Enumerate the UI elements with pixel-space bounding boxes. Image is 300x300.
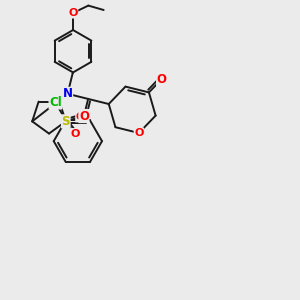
Text: O: O [79,110,89,123]
Text: O: O [157,73,166,86]
Text: Cl: Cl [49,96,62,109]
Text: O: O [70,129,80,139]
Text: S: S [61,115,70,128]
Text: O: O [134,128,144,138]
Text: N: N [63,87,73,100]
Text: O: O [76,112,85,122]
Text: O: O [68,8,78,18]
